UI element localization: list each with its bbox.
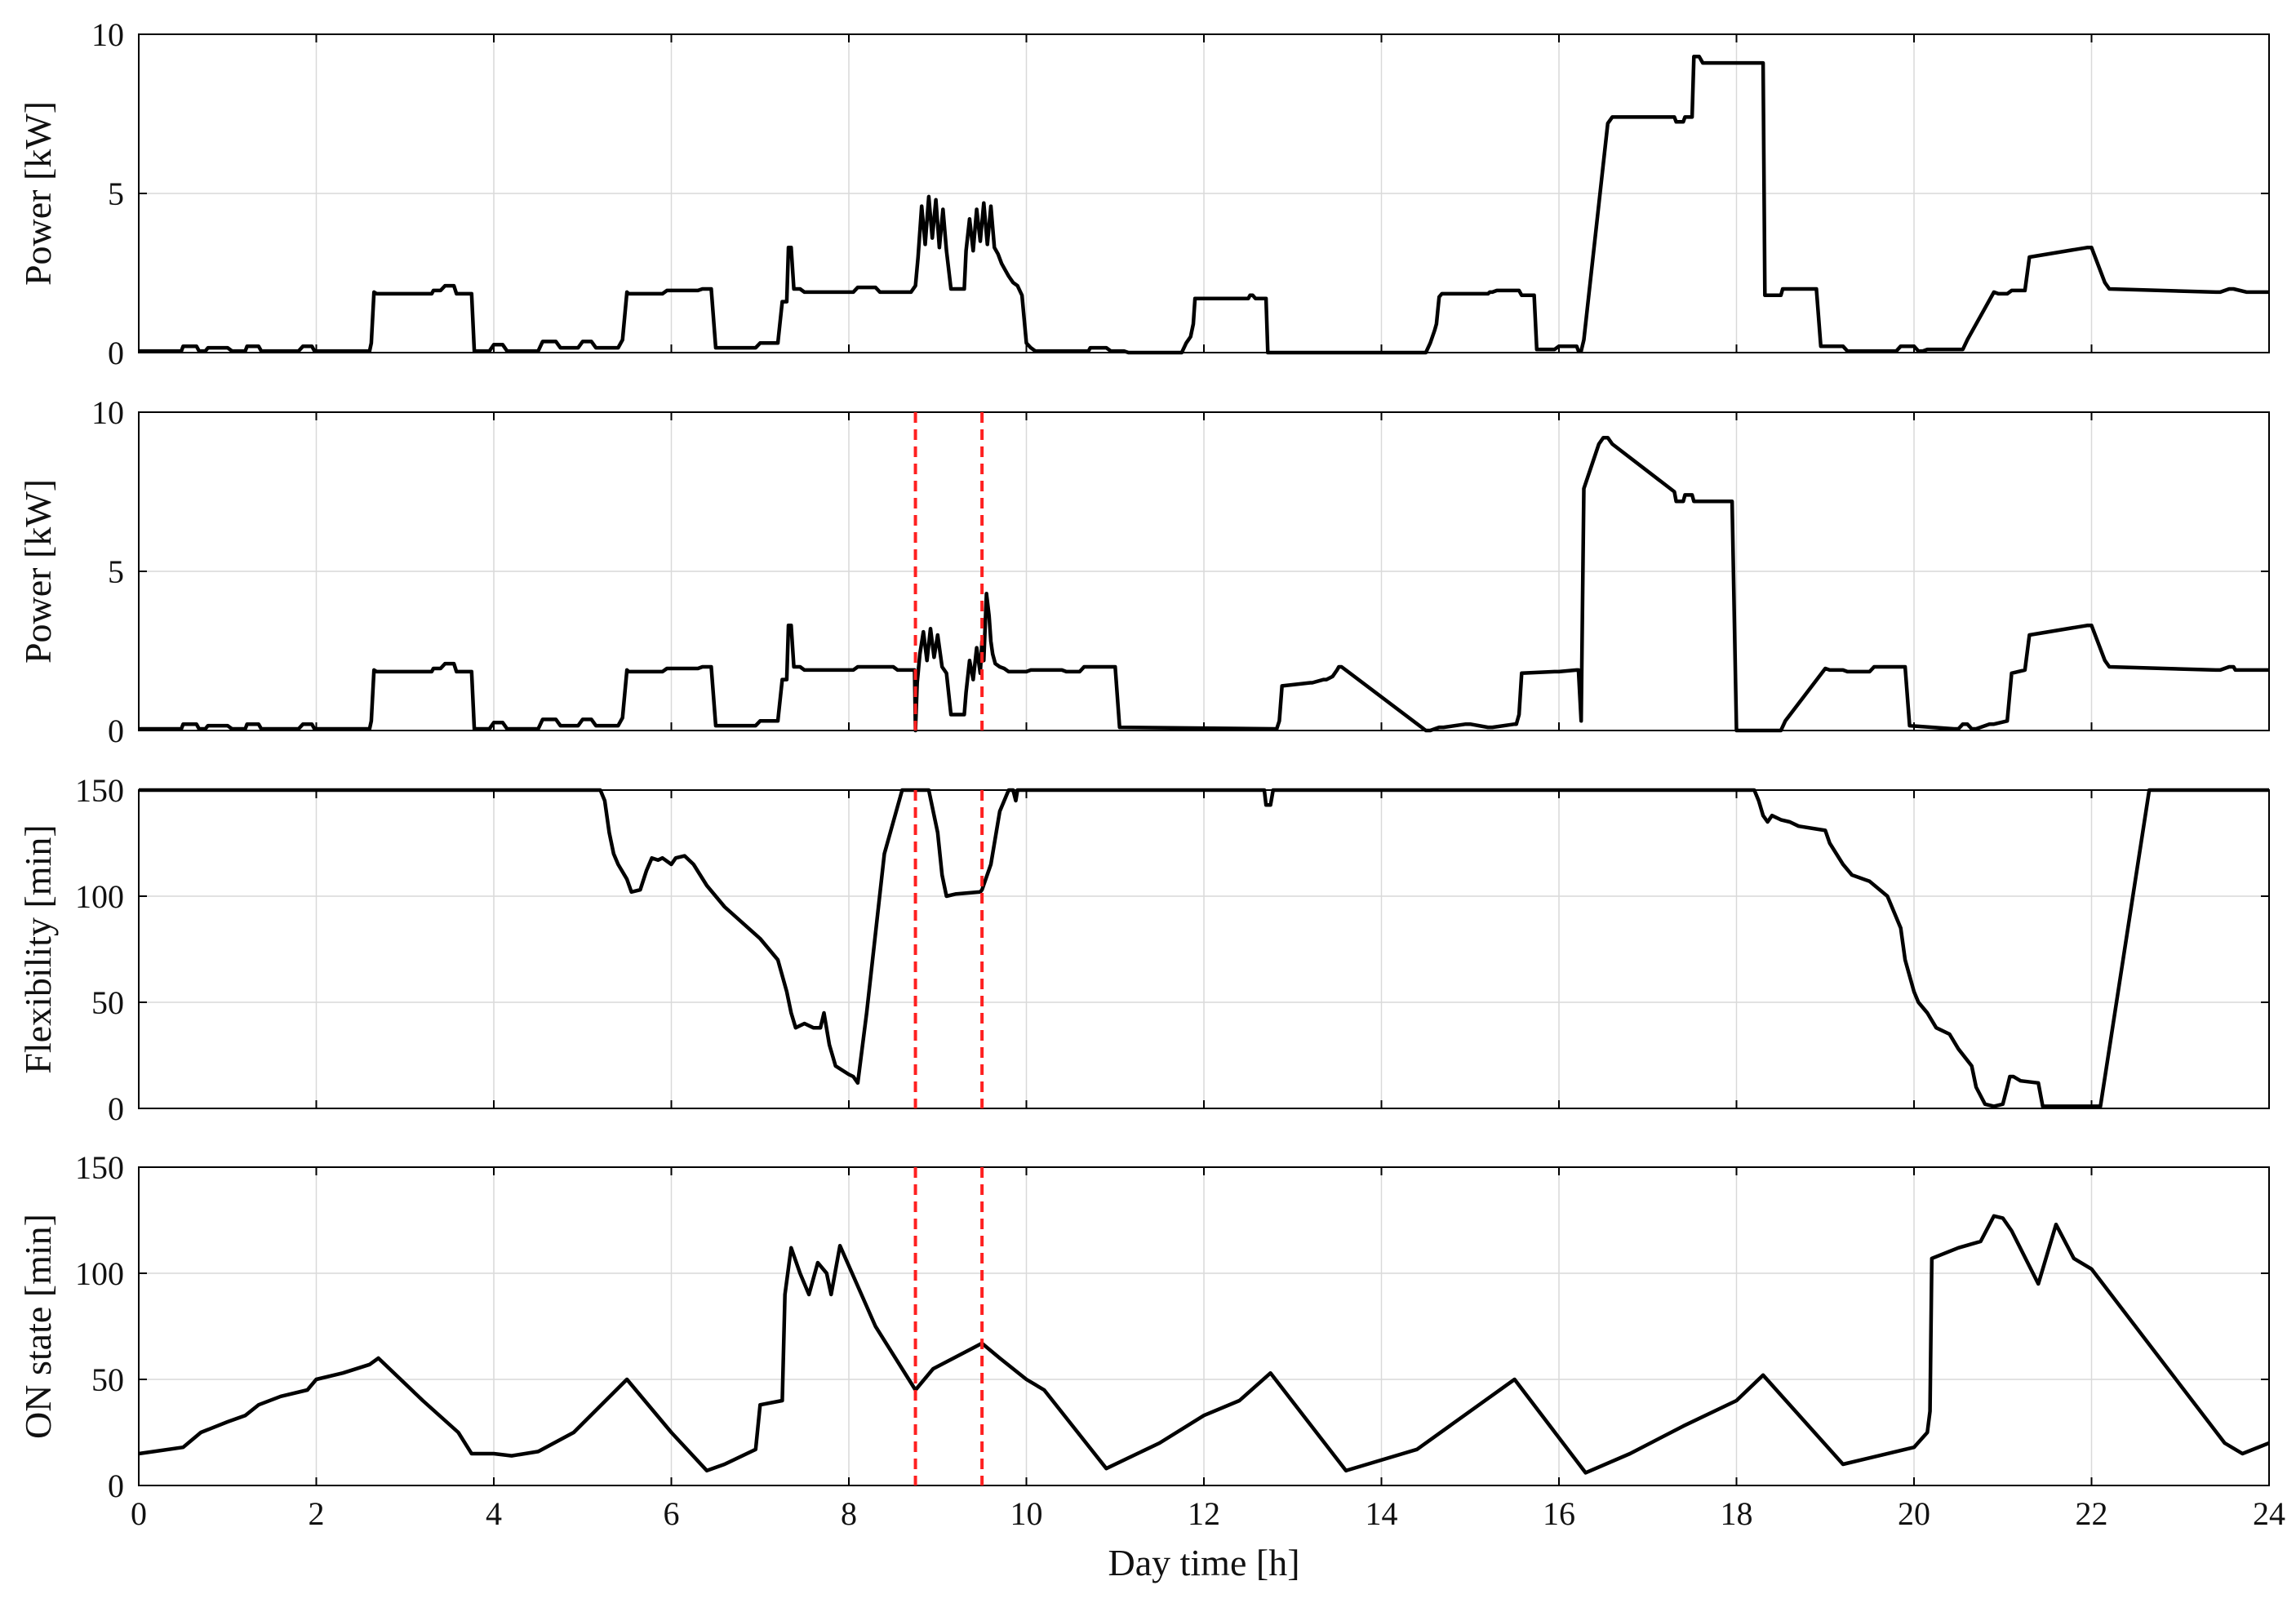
y-tick-label: 150 — [75, 1149, 124, 1186]
y-tick-label: 0 — [108, 713, 124, 749]
x-tick-label: 18 — [1721, 1495, 1753, 1532]
series-line — [139, 788, 2269, 1108]
panel-power-baseline: 0 5 10 Power [kW] — [17, 16, 2270, 371]
y-tick-label: 50 — [91, 984, 124, 1021]
x-tick-label: 16 — [1543, 1495, 1575, 1532]
x-tick-label: 12 — [1188, 1495, 1220, 1532]
y-axis-label: Flexibility [min] — [17, 824, 59, 1073]
y-tick-label: 10 — [91, 16, 124, 53]
x-tick-label: 24 — [2253, 1495, 2285, 1532]
x-tick-label: 14 — [1366, 1495, 1398, 1532]
y-tick-label: 150 — [75, 772, 124, 809]
y-tick-label: 5 — [108, 175, 124, 212]
x-tick-label: 8 — [841, 1495, 857, 1532]
y-axis-label: Power [kW] — [17, 479, 59, 664]
y-tick-label: 0 — [108, 1090, 124, 1127]
x-tick-label: 6 — [664, 1495, 680, 1532]
y-tick-label: 0 — [108, 335, 124, 371]
y-tick-label: 0 — [108, 1468, 124, 1504]
series-line — [138, 1214, 2270, 1475]
y-axis-label: Power [kW] — [17, 101, 59, 286]
y-tick-label: 50 — [91, 1361, 124, 1398]
y-tick-label: 5 — [108, 553, 124, 590]
y-tick-label: 100 — [75, 1255, 124, 1292]
y-tick-label: 10 — [91, 394, 124, 431]
x-axis-label: Day time [h] — [1108, 1542, 1299, 1583]
x-tick-label: 4 — [486, 1495, 502, 1532]
x-tick-label: 0 — [131, 1495, 147, 1532]
x-tick-label: 10 — [1010, 1495, 1043, 1532]
series-line — [139, 55, 2269, 355]
y-tick-label: 100 — [75, 878, 124, 915]
x-tick-label: 20 — [1898, 1495, 1930, 1532]
panel-power-flexible: 0 5 10 Power [kW] — [17, 394, 2270, 749]
x-tick-label: 2 — [309, 1495, 325, 1532]
x-tick-label: 22 — [2076, 1495, 2108, 1532]
series-line — [139, 435, 2269, 733]
y-axis-label: ON state [min] — [17, 1214, 59, 1439]
panel-flexibility: 0 50 100 150 Flexibility [min] — [17, 772, 2270, 1127]
